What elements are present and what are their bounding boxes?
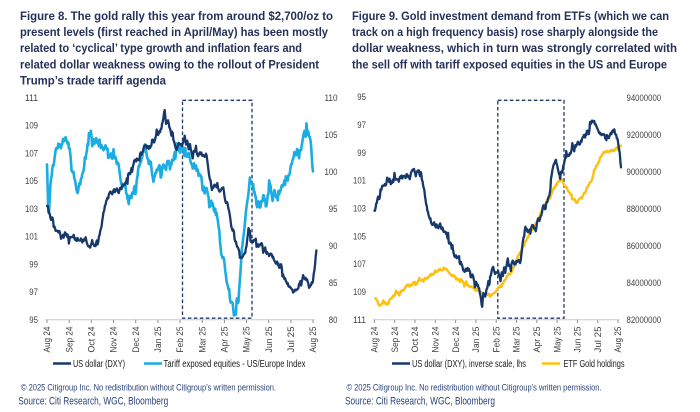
svg-text:US dollar (DXY): US dollar (DXY) xyxy=(73,359,125,370)
svg-text:© 2025 Citigroup Inc. No redis: © 2025 Citigroup Inc. No redistribution … xyxy=(21,382,276,392)
svg-text:Apr 25: Apr 25 xyxy=(532,327,543,353)
svg-text:105: 105 xyxy=(25,176,38,187)
svg-text:© 2025 Citigroup Inc. No redis: © 2025 Citigroup Inc. No redistribution … xyxy=(347,382,602,392)
svg-text:Jan 25: Jan 25 xyxy=(153,327,164,353)
svg-text:Jul 25: Jul 25 xyxy=(593,327,604,353)
svg-text:Figure 8. The gold rally this: Figure 8. The gold rally this year from … xyxy=(20,9,333,23)
svg-text:Aug 24: Aug 24 xyxy=(370,326,381,353)
svg-text:the sell off with tariff expos: the sell off with tariff exposed equitie… xyxy=(352,57,667,71)
svg-text:85: 85 xyxy=(329,278,338,289)
svg-text:99: 99 xyxy=(357,148,366,159)
svg-text:90: 90 xyxy=(329,241,338,252)
svg-text:Trump’s trade tariff agenda: Trump’s trade tariff agenda xyxy=(20,74,166,88)
svg-text:Nov 24: Nov 24 xyxy=(431,326,442,353)
svg-text:99: 99 xyxy=(29,259,38,270)
svg-text:Oct 24: Oct 24 xyxy=(410,326,421,353)
svg-text:Mar 25: Mar 25 xyxy=(197,327,208,353)
svg-text:88000000: 88000000 xyxy=(627,204,662,215)
svg-text:103: 103 xyxy=(25,204,38,215)
svg-text:Feb 25: Feb 25 xyxy=(175,327,186,353)
svg-text:Jul 25: Jul 25 xyxy=(286,327,297,353)
svg-text:Aug 25: Aug 25 xyxy=(308,327,319,353)
svg-text:95: 95 xyxy=(357,92,366,103)
svg-text:Source: Citi Research, WGC, Bl: Source: Citi Research, WGC, Bloomberg xyxy=(18,395,168,407)
svg-text:related to ‘cyclical’ type gro: related to ‘cyclical’ type growth and in… xyxy=(20,41,302,55)
svg-text:111: 111 xyxy=(25,93,38,104)
svg-text:95: 95 xyxy=(29,315,38,326)
svg-text:94000000: 94000000 xyxy=(627,93,662,104)
svg-text:Sep 24: Sep 24 xyxy=(390,326,401,353)
svg-text:Mar 25: Mar 25 xyxy=(512,327,523,353)
svg-text:related dollar weakness owing: related dollar weakness owing to the rol… xyxy=(20,57,319,71)
svg-text:101: 101 xyxy=(353,176,366,187)
svg-text:present levels (first reached: present levels (first reached in April/M… xyxy=(20,25,328,39)
svg-text:97: 97 xyxy=(29,287,38,298)
svg-text:Oct 24: Oct 24 xyxy=(87,326,98,353)
svg-text:dollar weakness, which in turn: dollar weakness, which in turn was stron… xyxy=(352,41,677,55)
svg-text:ETF Gold holdings: ETF Gold holdings xyxy=(564,359,625,370)
svg-text:Aug 25: Aug 25 xyxy=(613,327,624,353)
svg-text:Jan 25: Jan 25 xyxy=(471,327,482,353)
svg-text:105: 105 xyxy=(353,231,366,242)
svg-text:105: 105 xyxy=(325,130,338,141)
svg-text:US dollar (DXY), inverse scale: US dollar (DXY), inverse scale, lhs xyxy=(412,359,526,370)
svg-text:103: 103 xyxy=(353,204,366,215)
svg-text:80: 80 xyxy=(329,315,338,326)
svg-text:90000000: 90000000 xyxy=(627,167,662,178)
svg-text:Nov 24: Nov 24 xyxy=(109,326,120,353)
svg-text:Sep 24: Sep 24 xyxy=(64,326,75,353)
svg-text:Dec 24: Dec 24 xyxy=(131,326,142,353)
svg-text:Jun 25: Jun 25 xyxy=(264,327,275,353)
svg-text:101: 101 xyxy=(25,232,38,243)
svg-text:82000000: 82000000 xyxy=(627,315,662,326)
svg-text:100: 100 xyxy=(325,167,338,178)
svg-text:107: 107 xyxy=(353,259,366,270)
svg-text:109: 109 xyxy=(353,287,366,298)
svg-text:Tariff exposed equities - US/E: Tariff exposed equities - US/Europe Inde… xyxy=(164,359,306,370)
svg-text:Dec 24: Dec 24 xyxy=(451,326,462,353)
svg-text:111: 111 xyxy=(353,315,366,326)
svg-text:92000000: 92000000 xyxy=(627,130,662,141)
svg-text:86000000: 86000000 xyxy=(627,241,662,252)
svg-text:Jun 25: Jun 25 xyxy=(573,327,584,353)
svg-text:track on a high frequency basi: track on a high frequency basis) rose sh… xyxy=(352,25,658,39)
svg-text:110: 110 xyxy=(325,93,338,104)
svg-text:Aug 24: Aug 24 xyxy=(42,326,53,353)
svg-text:May 25: May 25 xyxy=(242,327,253,353)
svg-text:109: 109 xyxy=(25,121,38,132)
svg-text:Figure 9. Gold investment dema: Figure 9. Gold investment demand from ET… xyxy=(352,9,669,23)
svg-text:Apr 25: Apr 25 xyxy=(220,327,231,353)
svg-text:May 25: May 25 xyxy=(552,327,563,353)
svg-text:84000000: 84000000 xyxy=(627,278,662,289)
svg-text:Source: Citi Research, WGC, Bl: Source: Citi Research, WGC, Bloomberg xyxy=(345,395,495,407)
svg-text:97: 97 xyxy=(357,120,366,131)
svg-text:Feb 25: Feb 25 xyxy=(491,327,502,353)
svg-text:95: 95 xyxy=(329,204,338,215)
svg-text:107: 107 xyxy=(25,148,38,159)
